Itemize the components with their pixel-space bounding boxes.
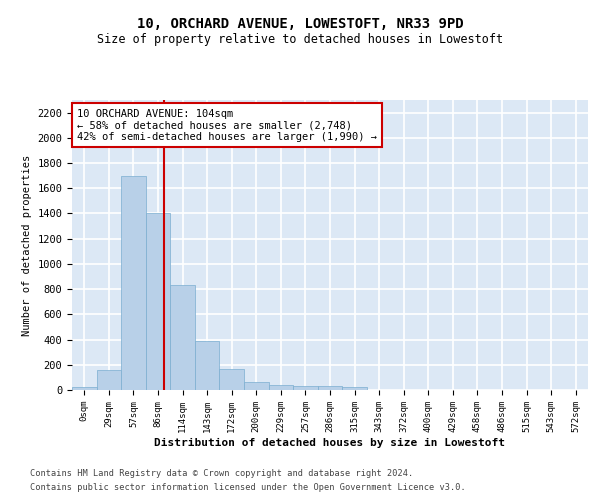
Text: Contains public sector information licensed under the Open Government Licence v3: Contains public sector information licen… (30, 483, 466, 492)
Text: Contains HM Land Registry data © Crown copyright and database right 2024.: Contains HM Land Registry data © Crown c… (30, 469, 413, 478)
Bar (195, 342, 220, 390)
Bar (170, 284, 195, 390)
Bar (293, 386, 318, 390)
Text: Size of property relative to detached houses in Lowestoft: Size of property relative to detached ho… (97, 32, 503, 46)
Bar (121, 176, 146, 390)
Bar (220, 369, 244, 390)
Text: 10 ORCHARD AVENUE: 104sqm
← 58% of detached houses are smaller (2,748)
42% of se: 10 ORCHARD AVENUE: 104sqm ← 58% of detac… (77, 108, 377, 142)
Bar (146, 214, 170, 390)
Bar (72, 388, 97, 390)
Bar (318, 386, 342, 390)
Bar (269, 385, 293, 390)
Bar (342, 388, 367, 390)
Text: 10, ORCHARD AVENUE, LOWESTOFT, NR33 9PD: 10, ORCHARD AVENUE, LOWESTOFT, NR33 9PD (137, 18, 463, 32)
Y-axis label: Number of detached properties: Number of detached properties (22, 154, 32, 336)
X-axis label: Distribution of detached houses by size in Lowestoft: Distribution of detached houses by size … (155, 438, 505, 448)
Bar (244, 382, 269, 390)
Bar (97, 370, 121, 390)
